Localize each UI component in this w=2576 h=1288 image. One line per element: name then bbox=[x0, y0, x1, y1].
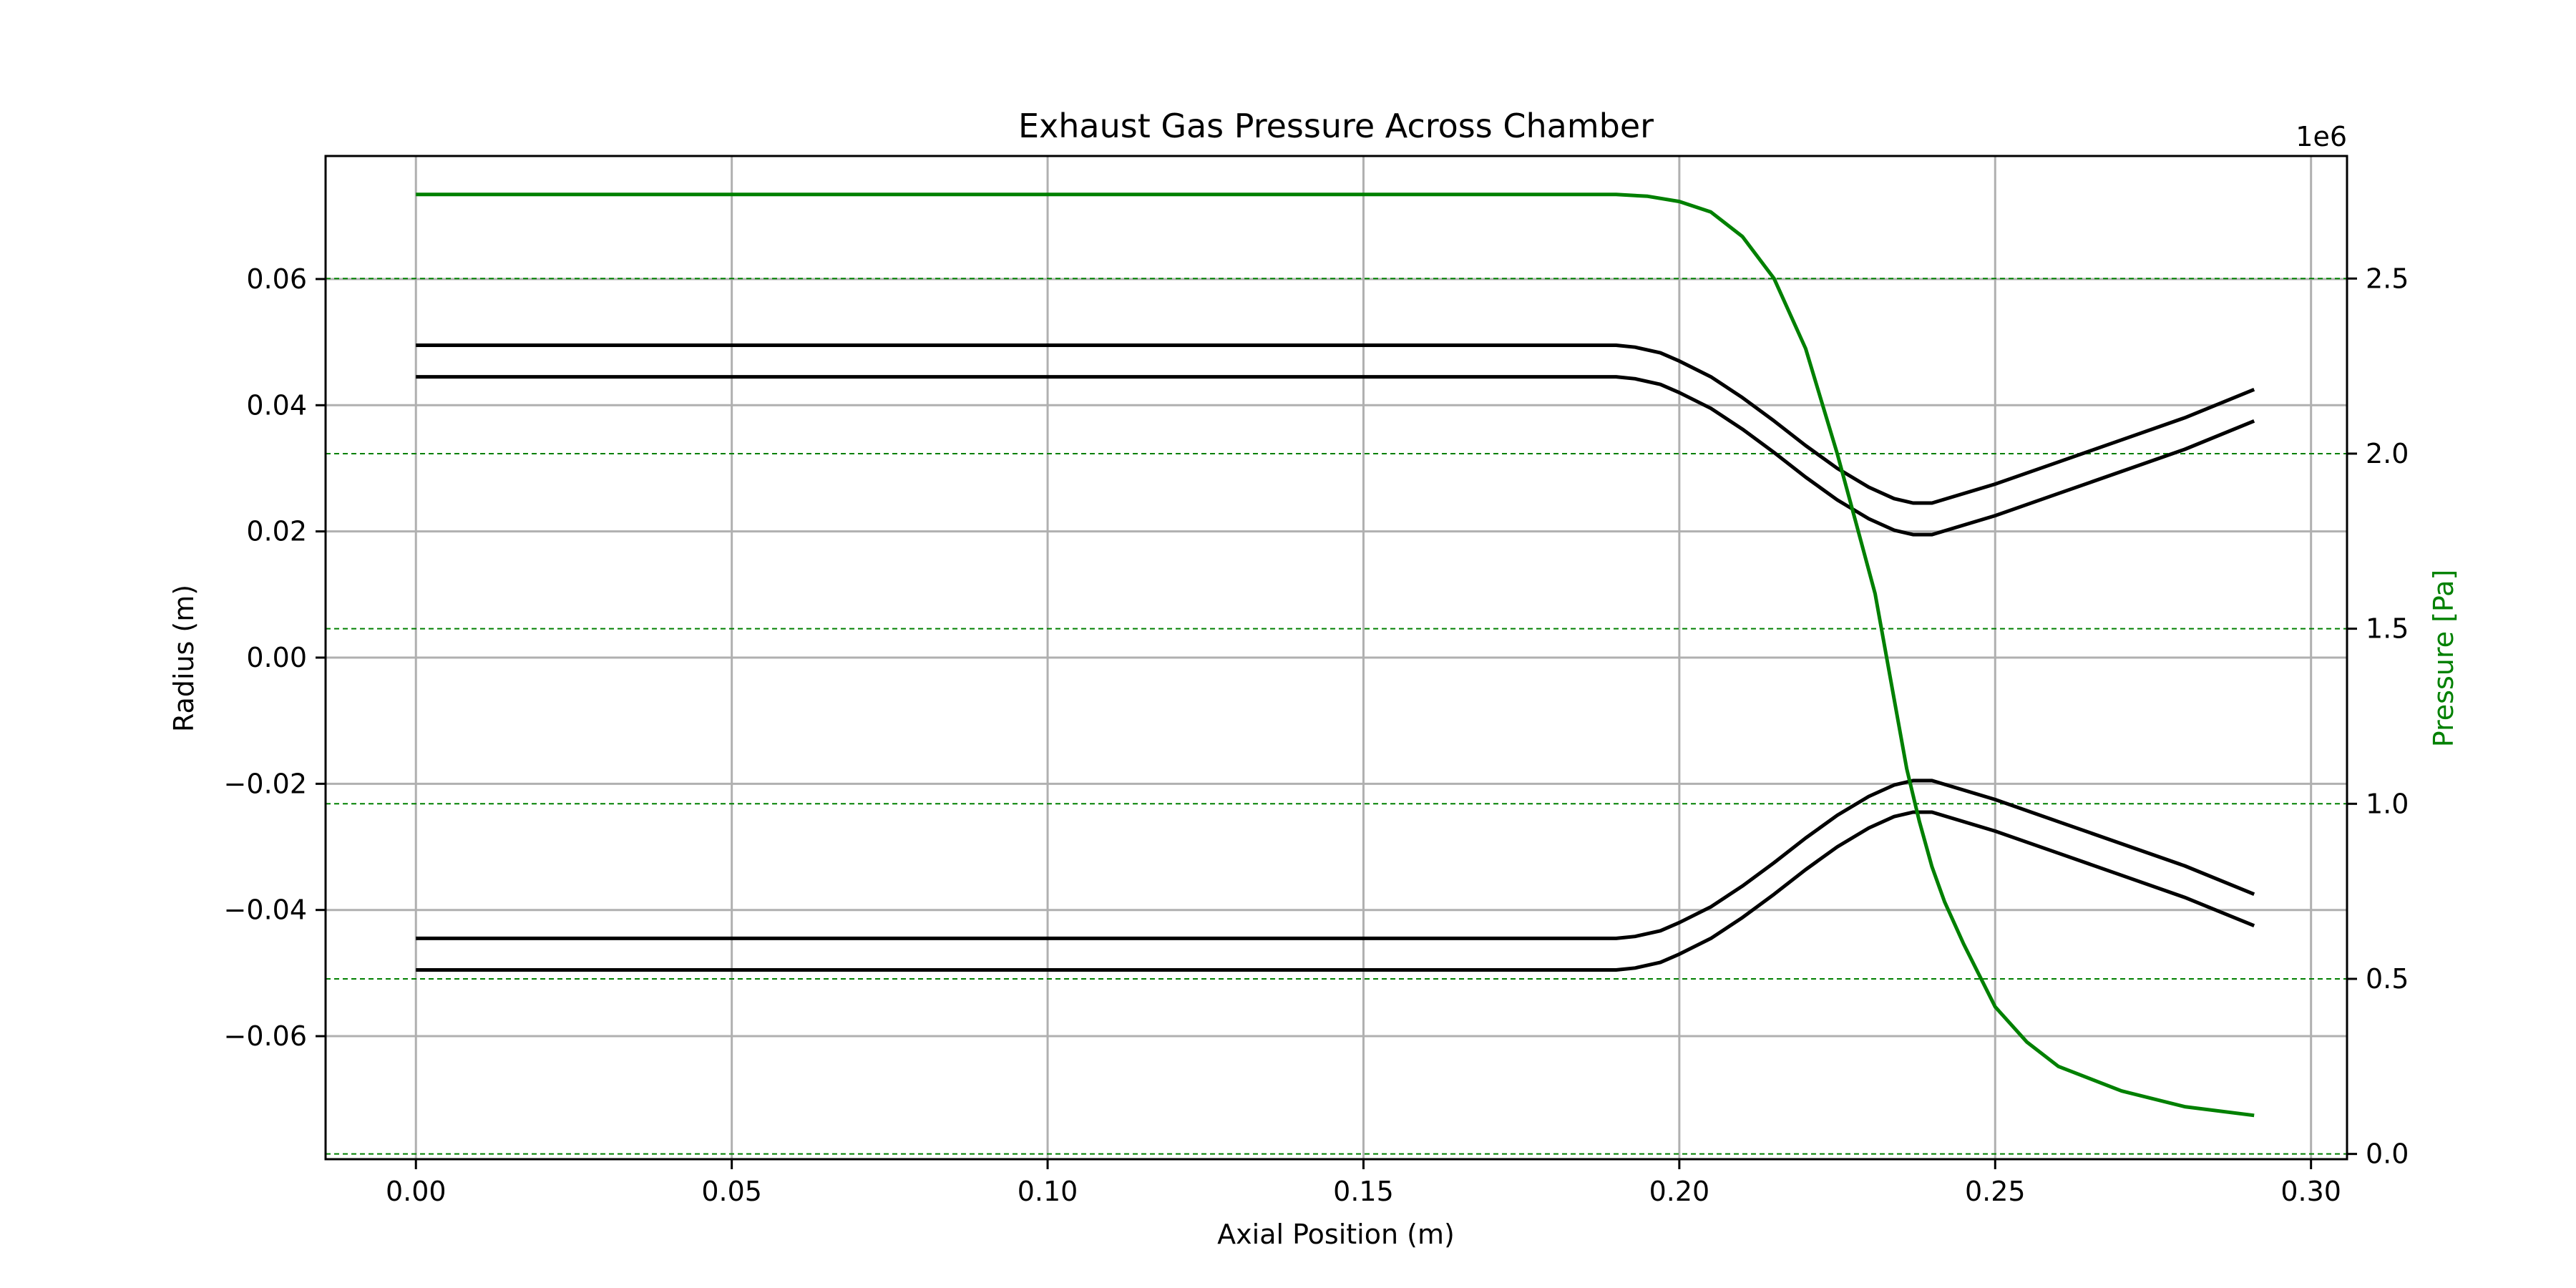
x-tick-label: 0.15 bbox=[1333, 1176, 1394, 1207]
y-axis-label: Radius (m) bbox=[168, 585, 200, 732]
y2-tick-label: 2.0 bbox=[2366, 438, 2409, 469]
y2-tick-label: 0.5 bbox=[2366, 963, 2409, 995]
pressure-line bbox=[416, 192, 2255, 1118]
x-tick-label: 0.25 bbox=[1965, 1176, 2026, 1207]
y2-tick-label: 1.5 bbox=[2366, 613, 2409, 645]
contour-line-3 bbox=[416, 779, 2255, 940]
y2-tick-label: 0.0 bbox=[2366, 1138, 2409, 1170]
y2-tick-label: 1.0 bbox=[2366, 788, 2409, 819]
y-axis-right: 2.5 2.0 1.5 1.0 0.5 0.0 bbox=[2347, 263, 2409, 1170]
y-axis-left: 0.06 0.04 0.02 0.00 −0.02 −0.04 −0.06 bbox=[224, 263, 326, 1052]
x-axis-label: Axial Position (m) bbox=[1217, 1219, 1455, 1250]
y-tick-label: −0.04 bbox=[224, 894, 307, 926]
contour-line-2 bbox=[416, 375, 2255, 537]
y2-offset-text: 1e6 bbox=[2296, 121, 2347, 152]
contour-line-4 bbox=[416, 810, 2255, 972]
y2-tick-label: 2.5 bbox=[2366, 263, 2409, 294]
x-tick-label: 0.00 bbox=[386, 1176, 447, 1207]
x-axis: 0.00 0.05 0.10 0.15 0.20 0.25 0.30 bbox=[386, 1159, 2341, 1207]
series-layer bbox=[416, 192, 2255, 1118]
y-tick-label: 0.00 bbox=[246, 642, 307, 673]
x-tick-label: 0.05 bbox=[701, 1176, 762, 1207]
y-tick-label: 0.04 bbox=[246, 389, 307, 421]
x-tick-label: 0.10 bbox=[1018, 1176, 1078, 1207]
y2-axis-label: Pressure [Pa] bbox=[2428, 570, 2459, 747]
contour-line-1 bbox=[416, 343, 2255, 505]
chart-title: Exhaust Gas Pressure Across Chamber bbox=[1018, 107, 1654, 145]
y-tick-label: 0.06 bbox=[246, 263, 307, 295]
x-tick-label: 0.20 bbox=[1649, 1176, 1710, 1207]
y-tick-label: −0.02 bbox=[224, 768, 307, 799]
y-tick-label: −0.06 bbox=[224, 1020, 307, 1052]
y-tick-label: 0.02 bbox=[246, 516, 307, 547]
x-tick-label: 0.30 bbox=[2280, 1176, 2341, 1207]
